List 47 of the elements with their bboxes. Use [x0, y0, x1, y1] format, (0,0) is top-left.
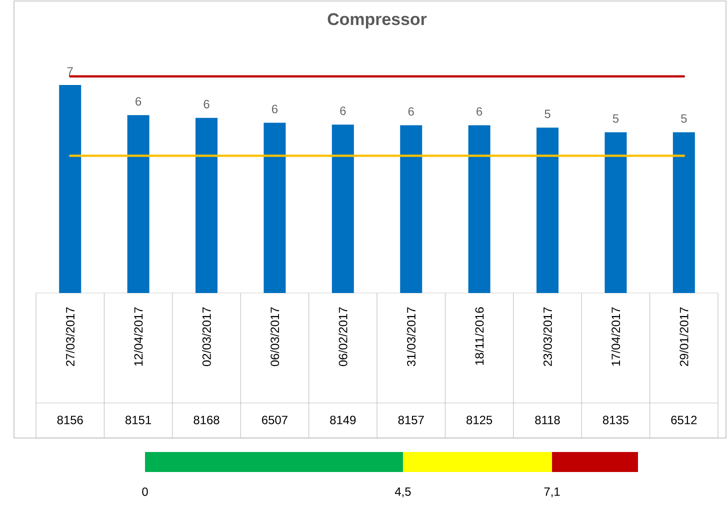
- bar: [402, 452, 552, 472]
- text: 8125: [466, 416, 492, 424]
- bar: [59, 84, 82, 293]
- x-tick-label: 7,1: [544, 488, 560, 498]
- x-tick-label: 17/04/2017: [611, 307, 620, 366]
- data-label: 6: [476, 107, 482, 116]
- data-label: 5: [681, 114, 687, 123]
- bar: [672, 132, 695, 293]
- x-tick-label: 06/03/2017: [270, 307, 280, 366]
- text: 8118: [535, 416, 560, 424]
- text: 8151: [126, 416, 152, 424]
- bar: [196, 118, 218, 293]
- text: 8135: [602, 416, 628, 424]
- bar: [604, 132, 627, 293]
- data-label: 5: [612, 114, 619, 123]
- data-label: 6: [340, 106, 346, 116]
- bar: [468, 125, 490, 293]
- x-tick-label: 4,5: [394, 488, 411, 498]
- bar: [332, 124, 354, 293]
- x-tick-label: 23/03/2017: [543, 307, 552, 366]
- bar: [400, 125, 422, 293]
- x-tick-label: 02/03/2017: [202, 307, 211, 366]
- x-tick-label: 31/03/2017: [406, 307, 416, 366]
- text: 8168: [194, 416, 220, 424]
- bar: [127, 115, 150, 293]
- data-label: 7: [67, 67, 73, 76]
- x-tick-label: 06/02/2017: [338, 307, 348, 366]
- text: 6507: [262, 416, 288, 424]
- bar: [264, 122, 286, 293]
- data-label: 6: [204, 100, 210, 108]
- text: 8157: [398, 416, 424, 424]
- data-label: 6: [272, 104, 278, 114]
- x-tick-label: 29/01/2017: [680, 307, 688, 366]
- data-label: 5: [544, 110, 550, 118]
- data-label: 6: [136, 97, 142, 106]
- x-tick-label: 12/04/2017: [134, 307, 143, 366]
- text: 6512: [671, 416, 697, 424]
- text: 8149: [330, 416, 356, 424]
- bar: [536, 128, 559, 293]
- x-tick-label: 0: [142, 488, 148, 496]
- chart-title: Compressor: [328, 13, 427, 28]
- x-tick-label: 27/03/2017: [66, 307, 74, 366]
- text: 8156: [57, 416, 83, 424]
- bar: [145, 452, 403, 472]
- bar: [552, 452, 638, 472]
- data-label: 6: [408, 107, 414, 116]
- x-tick-label: 18/11/2016: [474, 307, 484, 365]
